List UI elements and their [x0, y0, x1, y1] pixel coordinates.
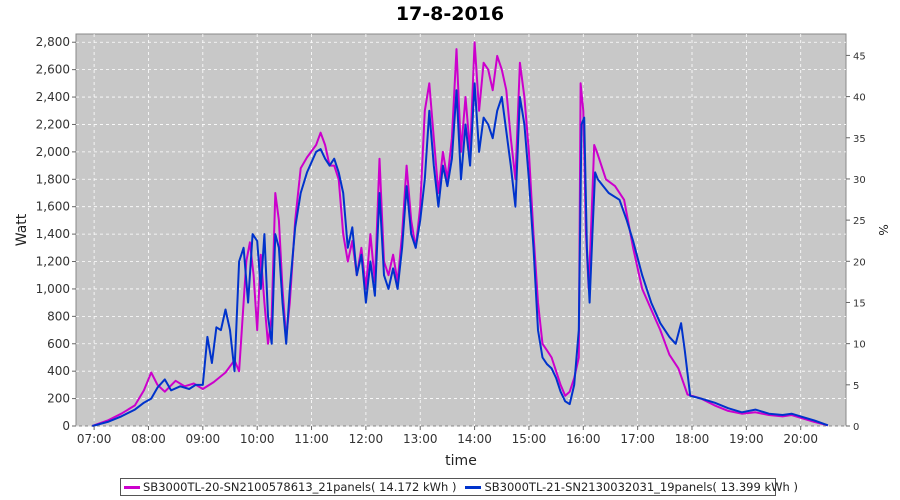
y2-tick-label: 0 [853, 422, 859, 433]
y-tick-label: 200 [47, 392, 70, 406]
legend-item-series-1: SB3000TL-20-SN2100578613_21panels( 14.17… [124, 480, 456, 494]
grid-lines [76, 34, 846, 427]
y2-tick-label: 10 [853, 340, 866, 351]
y2-tick-label: 30 [853, 175, 866, 186]
x-tick-label: 08:00 [131, 432, 166, 446]
x-tick-label: 15:00 [512, 432, 547, 446]
y2-tick-label: 25 [853, 216, 866, 227]
y-tick-label: 1,600 [36, 200, 70, 214]
y-tick-label: 600 [47, 337, 70, 351]
y-tick-label: 1,200 [36, 255, 70, 269]
x-tick-label: 20:00 [783, 432, 818, 446]
x-tick-label: 10:00 [240, 432, 275, 446]
series-lines [91, 41, 829, 427]
x-tick-label: 09:00 [186, 432, 221, 446]
line-chart: 02004006008001,0001,2001,4001,6001,8002,… [14, 33, 890, 469]
x-tick-label: 12:00 [349, 432, 384, 446]
y-tick-label: 1,800 [36, 172, 70, 186]
legend-label-series-2: SB3000TL-21-SN2130032031_19panels( 13.39… [484, 480, 798, 494]
y-tick-label: 2,600 [36, 63, 70, 77]
y2-tick-label: 40 [853, 93, 866, 104]
y2-tick-label: 5 [853, 381, 859, 392]
x-axis-label: time [445, 453, 477, 469]
axes: 02004006008001,0001,2001,4001,6001,8002,… [36, 35, 866, 446]
x-tick-label: 11:00 [294, 432, 329, 446]
chart-title: 17-8-2016 [395, 3, 505, 25]
legend-label-series-1: SB3000TL-20-SN2100578613_21panels( 14.17… [143, 480, 457, 494]
y-tick-label: 1,400 [36, 227, 70, 241]
legend-swatch-series-1 [124, 485, 140, 489]
x-tick-label: 16:00 [566, 432, 601, 446]
x-tick-label: 18:00 [675, 432, 710, 446]
y-tick-label: 2,000 [36, 145, 70, 159]
y-tick-label: 0 [62, 419, 70, 433]
y-tick-label: 2,800 [36, 35, 70, 49]
series-line-1 [91, 41, 829, 427]
y2-axis-label: % [876, 224, 890, 235]
x-tick-label: 13:00 [403, 432, 438, 446]
series-line-2 [92, 82, 829, 427]
y-tick-label: 2,200 [36, 117, 70, 131]
x-tick-label: 07:00 [77, 432, 112, 446]
y2-tick-label: 45 [853, 51, 866, 62]
plot-area [75, 33, 847, 427]
y2-tick-label: 15 [853, 298, 866, 309]
y2-tick-label: 35 [853, 134, 866, 145]
y-tick-label: 400 [47, 364, 70, 378]
x-tick-label: 17:00 [620, 432, 655, 446]
y-axis-label: Watt [14, 213, 30, 246]
legend-swatch-series-2 [465, 485, 482, 489]
legend-item-series-2: SB3000TL-21-SN2130032031_19panels( 13.39… [465, 480, 798, 494]
y-tick-label: 1,000 [36, 282, 70, 296]
x-tick-label: 14:00 [457, 432, 492, 446]
legend: SB3000TL-20-SN2100578613_21panels( 14.17… [120, 478, 798, 496]
x-tick-label: 19:00 [729, 432, 764, 446]
y-tick-label: 800 [47, 309, 70, 323]
y2-tick-label: 20 [853, 257, 866, 268]
y-tick-label: 2,400 [36, 90, 70, 104]
